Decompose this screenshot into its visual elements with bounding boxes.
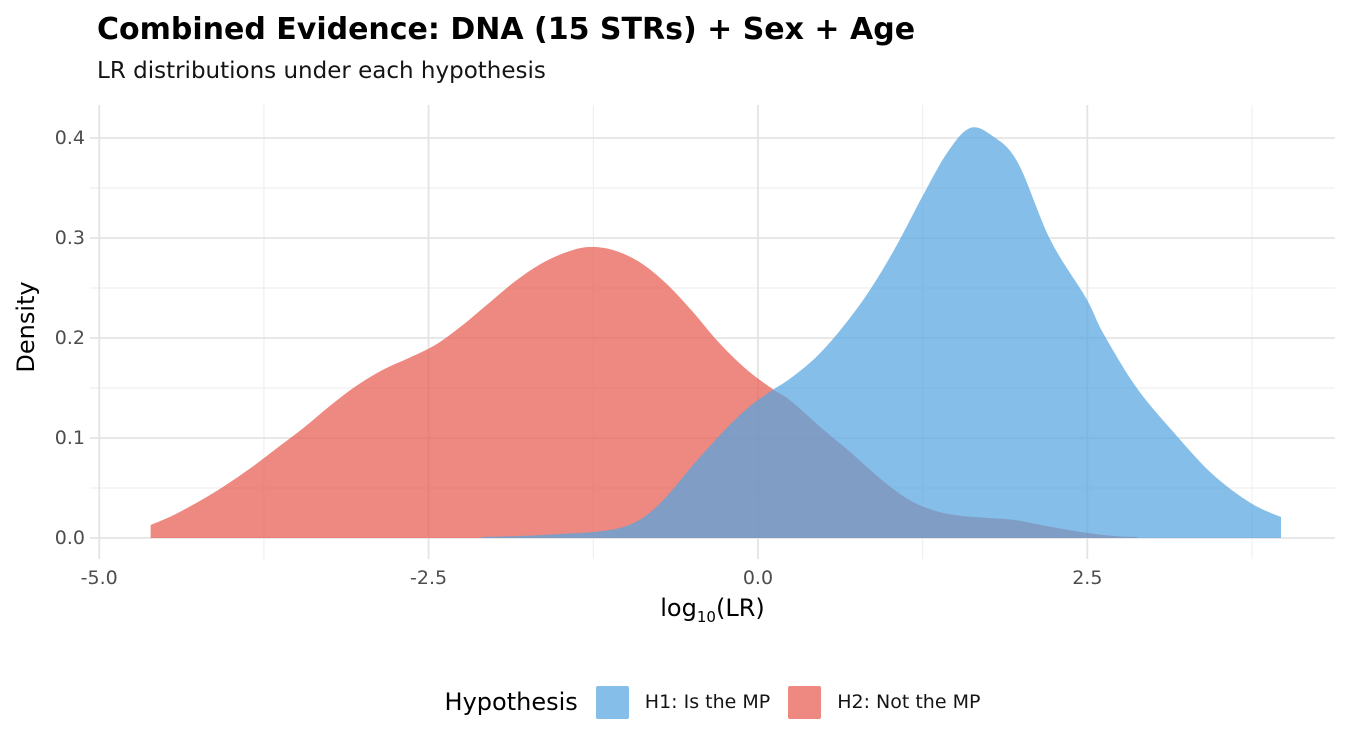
y-axis-title: Density — [12, 281, 40, 373]
legend-swatch-h2 — [788, 685, 822, 719]
y-tick-label: 0.2 — [54, 327, 85, 349]
legend-item-h2: H2: Not the MP — [788, 685, 981, 719]
x-axis-title-suffix: (LR) — [715, 594, 765, 622]
density-area-h2 — [150, 246, 1138, 539]
y-tick-label: 0.0 — [54, 527, 85, 549]
x-tick-label: 2.5 — [1072, 567, 1103, 589]
x-tick-label: -2.5 — [410, 567, 448, 589]
legend-item-h1: H1: Is the MP — [595, 685, 771, 719]
legend: Hypothesis H1: Is the MP H2: Not the MP — [90, 679, 1335, 725]
x-tick-label: -5.0 — [80, 567, 118, 589]
legend-title: Hypothesis — [444, 688, 578, 716]
x-axis-title-subscript: 10 — [696, 607, 716, 626]
page-title: Combined Evidence: DNA (15 STRs) + Sex +… — [97, 12, 916, 47]
y-tick-label: 0.1 — [54, 427, 85, 449]
legend-label-h2: H2: Not the MP — [837, 691, 981, 713]
x-tick-label: 0.0 — [742, 567, 774, 589]
legend-label-h1: H1: Is the MP — [644, 691, 771, 713]
y-tick-label: 0.4 — [54, 127, 85, 149]
legend-swatch-h1 — [595, 685, 629, 719]
y-tick-label: 0.3 — [54, 227, 85, 249]
x-axis-title-prefix: log — [660, 594, 697, 622]
page-subtitle: LR distributions under each hypothesis — [97, 58, 546, 84]
density-area-h1 — [481, 127, 1281, 538]
x-axis-title: log10(LR) — [90, 594, 1335, 626]
